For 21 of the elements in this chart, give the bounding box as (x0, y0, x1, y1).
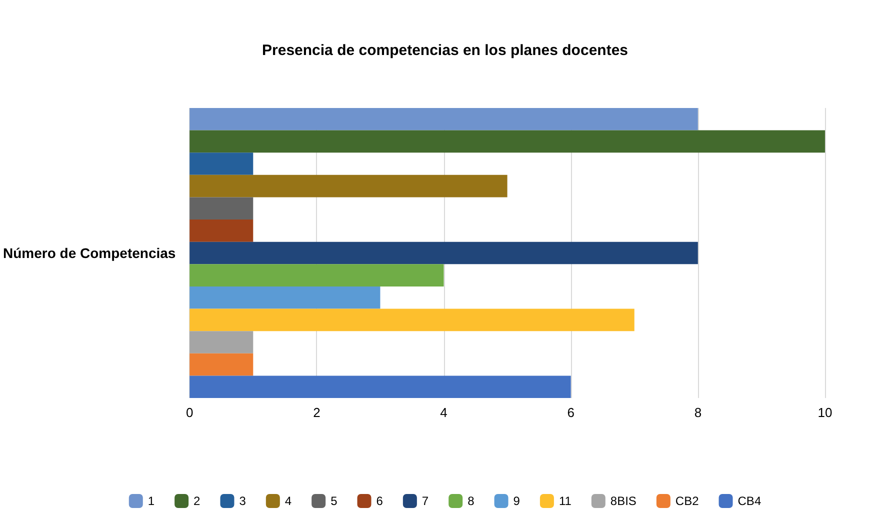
x-tick-label: 10 (818, 405, 832, 420)
y-axis-title: Número de Competencias (2, 245, 176, 261)
x-tick-label: 0 (186, 405, 194, 420)
legend-label: 6 (376, 494, 384, 508)
legend-label: CB4 (738, 494, 762, 508)
legend-label: 9 (513, 494, 520, 508)
legend-label: 8 (468, 494, 475, 508)
chart-title: Presencia de competencias en los planes docentes (262, 42, 628, 59)
legend-label: 2 (194, 494, 201, 508)
legend-label: 3 (239, 494, 246, 508)
x-tick-label: 6 (567, 405, 574, 420)
legend-label: 4 (284, 494, 292, 508)
legend-label: 5 (330, 494, 338, 508)
x-tick-label: 8 (694, 405, 702, 420)
legend-label: CB2 (675, 494, 700, 508)
legend-label: 1 (148, 494, 155, 508)
x-tick-label: 2 (313, 405, 320, 420)
legend-label: 8BIS (610, 494, 636, 508)
legend-label: 11 (558, 494, 572, 508)
x-tick-label: 4 (440, 405, 448, 420)
legend-label: 7 (422, 494, 429, 508)
